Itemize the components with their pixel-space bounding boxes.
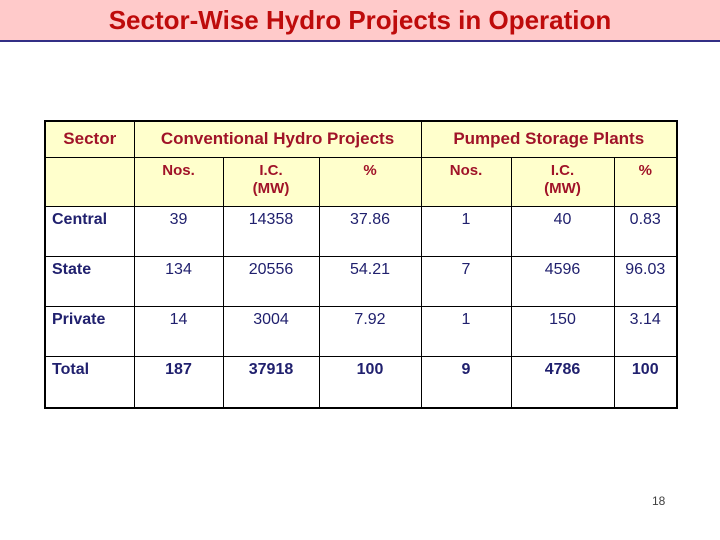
hydro-projects-table: Sector Conventional Hydro Projects Pumpe… [44,120,678,409]
table-cell: 54.21 [318,255,422,307]
subheader-empty [44,156,135,207]
table-row-total: Total 187 37918 100 9 4786 100 [44,355,678,409]
table-cell: Private [44,305,135,357]
subheader-ic-mw-pumped: I.C. (MW) [510,156,615,207]
table-cell: 3004 [222,305,320,357]
col-group-pumped-storage: Pumped Storage Plants [420,120,678,158]
table-cell: 3.14 [613,305,678,357]
table-cell: 37918 [222,355,320,409]
subheader-percent-pumped: % [613,156,678,207]
page-title: Sector-Wise Hydro Projects in Operation [108,5,612,35]
title-bar: Sector-Wise Hydro Projects in Operation [0,0,720,42]
page-number: 18 [652,494,666,508]
table-row-private: Private 14 3004 7.92 1 150 3.14 [44,305,678,357]
subheader-ic-mw-conventional: I.C. (MW) [222,156,320,207]
table-cell: 1 [420,305,512,357]
table-cell: 100 [318,355,422,409]
table-cell: Central [44,205,135,257]
subheader-percent-conventional: % [318,156,422,207]
table-cell: 9 [420,355,512,409]
table-cell: 14358 [222,205,320,257]
table-cell: 134 [133,255,224,307]
table-cell: 40 [510,205,615,257]
col-header-sector: Sector [44,120,135,158]
col-group-conventional-hydro: Conventional Hydro Projects [133,120,422,158]
table-header-group-row: Sector Conventional Hydro Projects Pumpe… [44,120,678,158]
table-subheader-row: Nos. I.C. (MW) % Nos. I.C. (MW) % [44,156,678,207]
table-cell: 39 [133,205,224,257]
subheader-nos-pumped: Nos. [420,156,512,207]
table-row-state: State 134 20556 54.21 7 4596 96.03 [44,255,678,307]
table-cell: State [44,255,135,307]
table-cell: 0.83 [613,205,678,257]
table-cell: 96.03 [613,255,678,307]
subheader-nos-conventional: Nos. [133,156,224,207]
table-cell: 14 [133,305,224,357]
table-cell: 7 [420,255,512,307]
table-cell: 150 [510,305,615,357]
table-cell: 1 [420,205,512,257]
table-cell: 4786 [510,355,615,409]
table-cell: Total [44,355,135,409]
table-cell: 7.92 [318,305,422,357]
table-row-central: Central 39 14358 37.86 1 40 0.83 [44,205,678,257]
table-cell: 20556 [222,255,320,307]
table-cell: 4596 [510,255,615,307]
table-cell: 187 [133,355,224,409]
table-cell: 100 [613,355,678,409]
table-cell: 37.86 [318,205,422,257]
